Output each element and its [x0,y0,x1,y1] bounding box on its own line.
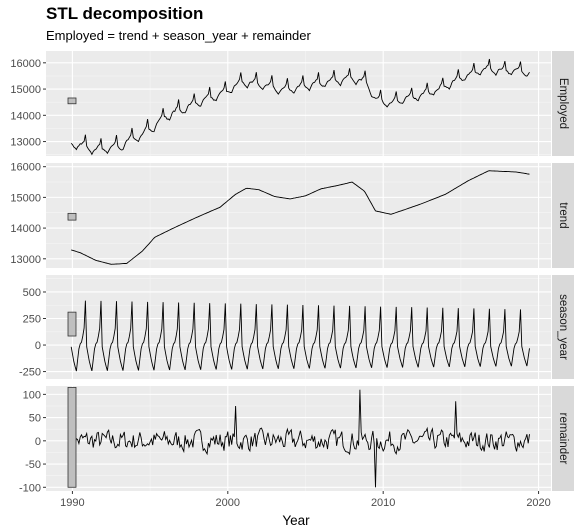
y-tick-label: 13000 [10,254,41,266]
y-tick-label: 250 [23,314,41,326]
series-line-trend [71,170,530,265]
y-tick-label: 14000 [10,110,41,122]
scale-bar [67,97,77,105]
y-tick-label: 15000 [10,84,41,96]
chart-subtitle: Employed = trend + season_year + remaind… [46,28,312,43]
x-tick-label: 2000 [216,497,240,509]
facet-panels: 13000 14000 15000 16000 Employed 13000 14000 15… [10,51,574,494]
y-tick-label: 0 [35,340,41,352]
facet-strip [552,386,574,491]
series-line-remainder [70,389,530,488]
scale-bar [67,311,77,337]
panel-remainder: -100 -50 0 50 100 remainder [19,386,574,494]
y-tick-label: 14000 [10,223,41,235]
facet-strip-label: trend [557,202,569,228]
y-tick-label: -100 [19,482,41,494]
scale-bar [67,212,77,221]
panel-background [46,275,551,379]
y-tick-label: 16000 [10,162,41,174]
y-tick-label: -250 [19,367,41,379]
series-line-Employed [70,58,530,156]
panel-background [46,51,551,156]
facet-strip [552,163,574,268]
y-tick-label: 15000 [10,192,41,204]
panel-background [46,163,551,268]
facet-strip-label: Employed [557,78,569,129]
y-tick-label: 16000 [10,58,41,70]
x-axis: 1990 2000 2010 2020 [60,491,551,509]
y-tick-label: 0 [35,436,41,448]
y-tick-label: 500 [23,287,41,299]
scale-bar [67,386,77,488]
x-axis-title: Year [282,513,310,528]
y-tick-label: 13000 [10,137,41,149]
facet-strip-label: remainder [557,413,569,465]
panel-trend: 13000 14000 15000 16000 trend [10,162,574,268]
y-tick-label: -50 [25,459,41,471]
panel-season-year: -250 0 250 500 season_year [19,275,574,379]
panel-Employed: 13000 14000 15000 16000 Employed [10,51,574,156]
series-line-season-year [70,300,530,372]
facet-strip [552,51,574,156]
facet-strip-label: season_year [557,294,569,360]
x-tick-label: 1990 [60,497,84,509]
y-tick-label: 50 [29,413,41,425]
facet-strip [552,275,574,379]
x-tick-label: 2010 [371,497,395,509]
y-tick-label: 100 [23,389,41,401]
x-tick-label: 2020 [526,497,550,509]
chart-title: STL decomposition [46,4,203,23]
